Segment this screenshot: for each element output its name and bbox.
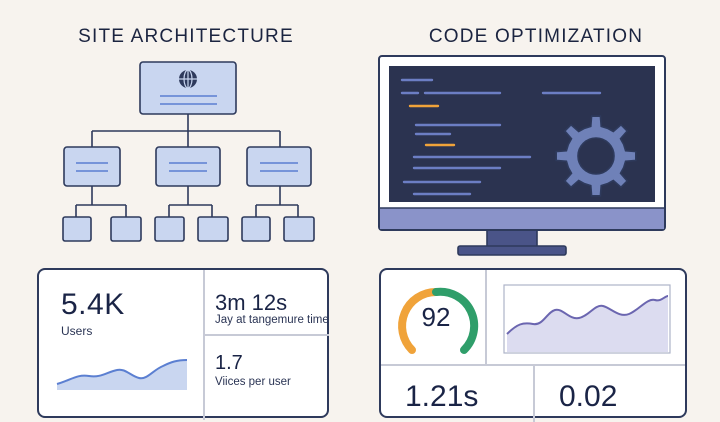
users-trend-chart: [56, 359, 188, 390]
code-optimization-title: CODE OPTIMIZATION: [428, 26, 644, 47]
section-node-center: [155, 146, 221, 187]
section-node-left: [63, 146, 121, 187]
gear-icon: [555, 115, 637, 197]
leaf-node: [283, 216, 315, 242]
pages-label: Viices per user: [215, 376, 291, 388]
performance-score: 92: [421, 302, 451, 332]
code-lines: [400, 78, 602, 196]
card-divider-lower: [533, 366, 535, 422]
leaf-node: [62, 216, 92, 242]
leaf-page-nodes: [62, 216, 315, 242]
session-duration-label: Jay at tangemure time: [215, 314, 329, 326]
card-divider: [203, 270, 205, 420]
leaf-node: [241, 216, 271, 242]
card-divider-horizontal: [381, 364, 685, 366]
globe-icon: [179, 69, 197, 89]
section-node-right: [246, 146, 312, 187]
pages-value: 1.7: [215, 352, 243, 374]
leaf-node: [110, 216, 142, 242]
card-divider-vertical: [485, 270, 487, 364]
analytics-card: 5.4K Users 3m 12s Jay at tangemure time …: [37, 268, 329, 420]
users-label: Users: [61, 324, 93, 338]
performance-card: 92 1.21s 0.02: [379, 268, 687, 422]
score-gauge: [398, 287, 479, 354]
leaf-node: [197, 216, 229, 242]
users-value: 5.4K: [61, 288, 125, 321]
performance-trend-chart: [503, 284, 671, 354]
stat-divider: [205, 334, 329, 336]
leaf-node: [154, 216, 185, 242]
site-architecture-diagram: [62, 55, 666, 256]
session-duration-value: 3m 12s: [215, 290, 288, 315]
layout-shift-metric: 0.02: [559, 380, 618, 413]
site-architecture-title: SITE ARCHITECTURE: [78, 26, 294, 47]
load-time-metric: 1.21s: [405, 380, 479, 413]
tree-connectors: [75, 114, 299, 217]
